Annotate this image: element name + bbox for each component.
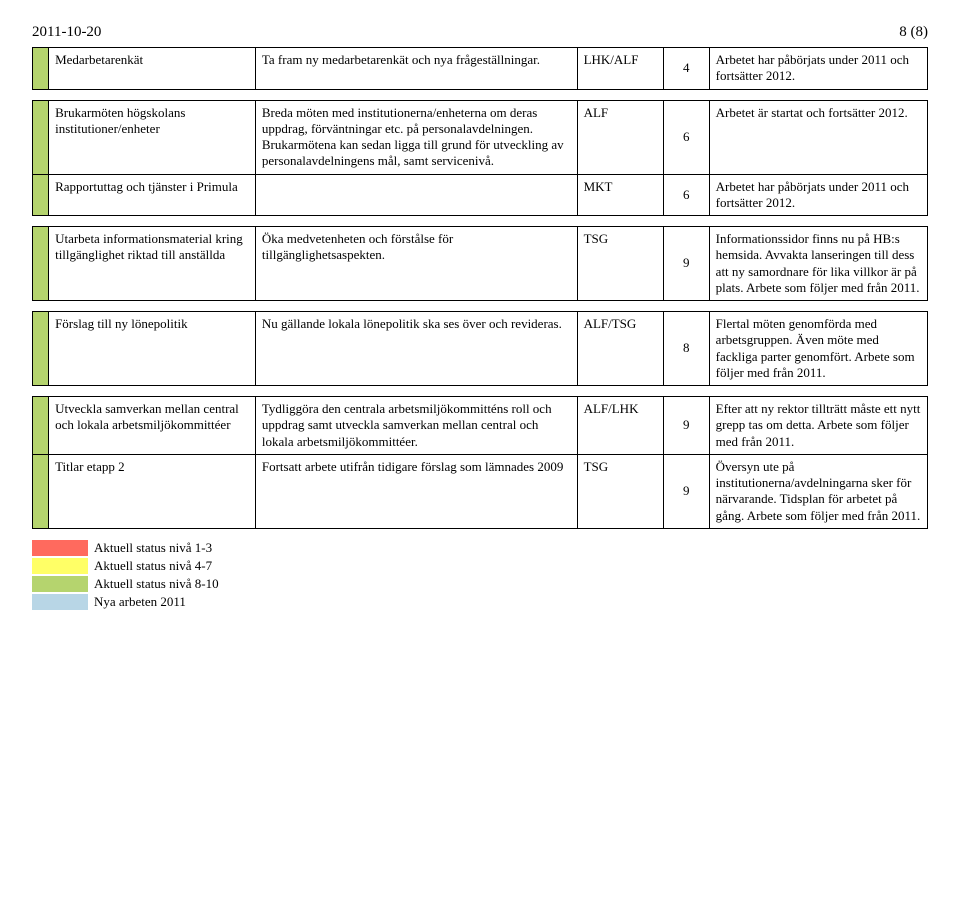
legend-row: Aktuell status nivå 4-7 [32, 557, 928, 575]
row-title: Titlar etapp 2 [49, 454, 256, 528]
row-title: Medarbetarenkät [49, 48, 256, 90]
legend-swatch [32, 576, 88, 592]
row-num: 9 [663, 227, 709, 301]
status-legend: Aktuell status nivå 1-3 Aktuell status ni… [32, 539, 928, 611]
row-code: TSG [577, 454, 663, 528]
legend-label: Aktuell status nivå 8-10 [94, 576, 219, 592]
row-result: Arbetet har påbörjats under 2011 och for… [709, 48, 927, 90]
legend-label: Nya arbeten 2011 [94, 594, 186, 610]
table-row: Rapportuttag och tjänster i Primula MKT6A… [33, 174, 928, 216]
data-table: MedarbetarenkätTa fram ny medarbetarenkä… [32, 47, 928, 90]
row-num: 9 [663, 397, 709, 455]
row-code: MKT [577, 174, 663, 216]
status-cell [33, 100, 49, 174]
status-cell [33, 48, 49, 90]
row-desc [255, 174, 577, 216]
row-code: ALF/LHK [577, 397, 663, 455]
row-code: ALF [577, 100, 663, 174]
header-date: 2011-10-20 [32, 24, 101, 41]
row-num: 8 [663, 312, 709, 386]
legend-swatch [32, 540, 88, 556]
page-header: 2011-10-20 8 (8) [32, 24, 928, 41]
legend-row: Nya arbeten 2011 [32, 593, 928, 611]
table-row: Utarbeta informationsmaterial kring till… [33, 227, 928, 301]
row-result: Flertal möten genomförda med arbetsgrupp… [709, 312, 927, 386]
row-desc: Fortsatt arbete utifrån tidigare förslag… [255, 454, 577, 528]
row-result: Informationssidor finns nu på HB:s hemsi… [709, 227, 927, 301]
status-cell [33, 312, 49, 386]
status-cell [33, 397, 49, 455]
row-desc: Öka medvetenheten och förstålse för till… [255, 227, 577, 301]
table-row: Förslag till ny lönepolitikNu gällande l… [33, 312, 928, 386]
row-desc: Tydliggöra den centrala arbetsmiljökommi… [255, 397, 577, 455]
status-cell [33, 454, 49, 528]
row-code: LHK/ALF [577, 48, 663, 90]
data-table: Brukarmöten högskolans institutioner/enh… [32, 100, 928, 217]
header-page: 8 (8) [899, 24, 928, 41]
row-title: Brukarmöten högskolans institutioner/enh… [49, 100, 256, 174]
row-title: Utveckla samverkan mellan central och lo… [49, 397, 256, 455]
table-row: Utveckla samverkan mellan central och lo… [33, 397, 928, 455]
row-result: Översyn ute på institutionerna/avdelning… [709, 454, 927, 528]
row-title: Förslag till ny lönepolitik [49, 312, 256, 386]
row-num: 9 [663, 454, 709, 528]
row-num: 6 [663, 100, 709, 174]
legend-swatch [32, 594, 88, 610]
row-code: ALF/TSG [577, 312, 663, 386]
legend-label: Aktuell status nivå 1-3 [94, 540, 212, 556]
row-result: Efter att ny rektor tillträtt måste ett … [709, 397, 927, 455]
table-row: Titlar etapp 2Fortsatt arbete utifrån ti… [33, 454, 928, 528]
row-result: Arbetet har påbörjats under 2011 och for… [709, 174, 927, 216]
row-title: Rapportuttag och tjänster i Primula [49, 174, 256, 216]
row-desc: Ta fram ny medarbetarenkät och nya fråge… [255, 48, 577, 90]
row-num: 4 [663, 48, 709, 90]
status-cell [33, 174, 49, 216]
table-row: MedarbetarenkätTa fram ny medarbetarenkä… [33, 48, 928, 90]
data-table: Förslag till ny lönepolitikNu gällande l… [32, 311, 928, 386]
data-table: Utveckla samverkan mellan central och lo… [32, 396, 928, 529]
row-desc: Breda möten med institutionerna/enhetern… [255, 100, 577, 174]
legend-row: Aktuell status nivå 1-3 [32, 539, 928, 557]
row-desc: Nu gällande lokala lönepolitik ska ses ö… [255, 312, 577, 386]
tables-container: MedarbetarenkätTa fram ny medarbetarenkä… [32, 47, 928, 529]
row-num: 6 [663, 174, 709, 216]
table-row: Brukarmöten högskolans institutioner/enh… [33, 100, 928, 174]
row-title: Utarbeta informationsmaterial kring till… [49, 227, 256, 301]
row-result: Arbetet är startat och fortsätter 2012. [709, 100, 927, 174]
legend-label: Aktuell status nivå 4-7 [94, 558, 212, 574]
row-code: TSG [577, 227, 663, 301]
legend-row: Aktuell status nivå 8-10 [32, 575, 928, 593]
data-table: Utarbeta informationsmaterial kring till… [32, 226, 928, 301]
legend-swatch [32, 558, 88, 574]
status-cell [33, 227, 49, 301]
